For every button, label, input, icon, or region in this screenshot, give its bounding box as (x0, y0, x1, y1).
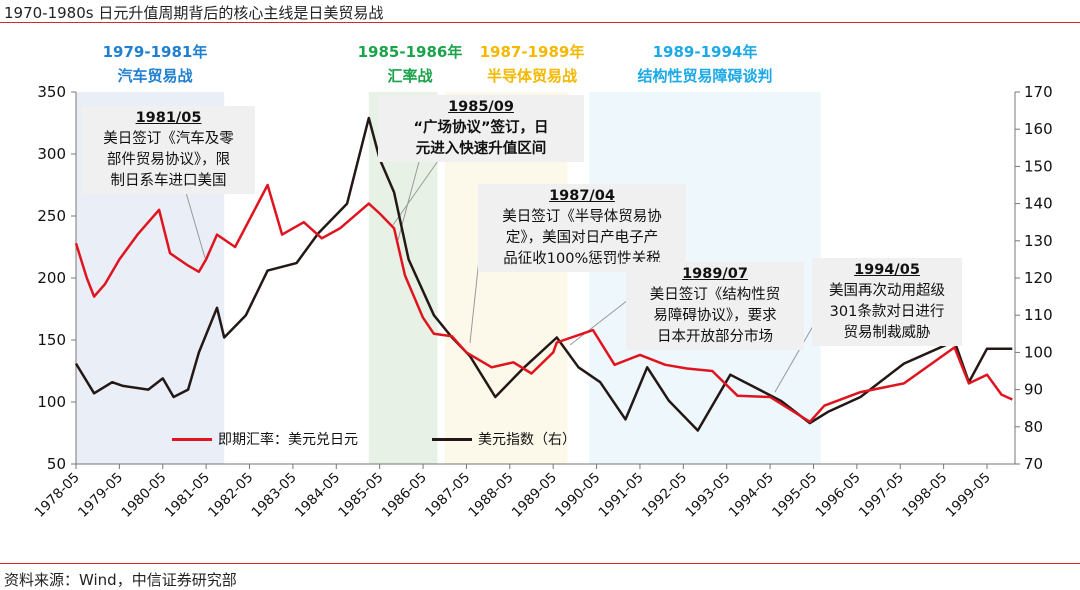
x-tick-label: 1982-05 (205, 470, 256, 521)
x-tick-label: 1992-05 (639, 470, 690, 521)
legend-dxy: 美元指数（右） (432, 429, 576, 449)
x-tick-label: 1980-05 (118, 470, 169, 521)
x-tick-label: 1987-05 (422, 470, 473, 521)
right-tick-label: 120 (1024, 269, 1053, 287)
legend-usdjpy: 即期汇率：美元兑日元 (172, 429, 358, 449)
left-tick-label: 50 (47, 455, 66, 473)
period-label-1: 1979-1981年 汽车贸易战 (102, 43, 208, 85)
right-tick-label: 90 (1024, 381, 1043, 399)
right-tick-label: 150 (1024, 157, 1053, 175)
annotation-1985: 1985/09 “广场协议”签订，日 元进入快速升值区间 (378, 95, 584, 162)
x-tick-label: 1979-05 (75, 470, 126, 521)
annotation-leader-line (569, 299, 629, 346)
right-tick-label: 100 (1024, 343, 1053, 361)
x-tick-label: 1997-05 (856, 470, 907, 521)
footer-divider (0, 563, 1080, 564)
right-tick-label: 170 (1024, 83, 1053, 101)
period-label-2: 1985-1986年 汇率战 (357, 43, 463, 85)
x-tick-label: 1981-05 (162, 470, 213, 521)
x-tick-label: 1983-05 (249, 470, 300, 521)
x-tick-label: 1991-05 (596, 470, 647, 521)
annotation-1994: 1994/05 美国再次动用超级 301条款对日进行 贸易制裁威胁 (812, 258, 962, 346)
x-tick-label: 1978-05 (32, 470, 83, 521)
left-tick-label: 250 (37, 207, 66, 225)
annotation-1987: 1987/04 美日签订《半导体贸易协 定》，美国对日产电子产 品征收100%惩罚性关… (478, 184, 686, 272)
x-tick-label: 1989-05 (509, 470, 560, 521)
right-tick-label: 140 (1024, 195, 1053, 213)
x-tick-label: 1984-05 (292, 470, 343, 521)
annotation-1989: 1989/07 美日签订《结构性贸 易障碍协议》，要求 日本开放部分市场 (626, 262, 804, 350)
chart-title: 1970-1980s 日元升值周期背后的核心主线是日美贸易战 (4, 4, 384, 22)
series-line-usdjpy (74, 183, 1013, 424)
annotation-1981: 1981/05 美日签订《汽车及零 部件贸易协议》，限 制日系车进口美国 (82, 106, 255, 194)
left-tick-label: 150 (37, 331, 66, 349)
x-tick-label: 1986-05 (379, 470, 430, 521)
period-label-4: 1989-1994年 结构性贸易障碍谈判 (637, 43, 773, 85)
right-tick-label: 130 (1024, 232, 1053, 250)
title-divider (0, 22, 1080, 23)
right-tick-label: 160 (1024, 120, 1053, 138)
x-tick-label: 1999-05 (943, 470, 994, 521)
legend-swatch-black (432, 437, 472, 441)
x-tick-label: 1994-05 (726, 470, 777, 521)
x-tick-label: 1998-05 (899, 470, 950, 521)
x-tick-label: 1988-05 (465, 470, 516, 521)
source-note: 资料来源：Wind，中信证券研究部 (4, 571, 237, 589)
x-tick-label: 1996-05 (812, 470, 863, 521)
x-tick-label: 1990-05 (552, 470, 603, 521)
right-tick-label: 70 (1024, 455, 1043, 473)
left-tick-label: 300 (37, 145, 66, 163)
x-tick-label: 1995-05 (769, 470, 820, 521)
period-label-3: 1987-1989年 半导体贸易战 (479, 43, 585, 85)
right-tick-label: 110 (1024, 306, 1053, 324)
annotation-leader-line (392, 157, 441, 226)
left-tick-label: 350 (37, 83, 66, 101)
left-tick-label: 200 (37, 269, 66, 287)
x-tick-label: 1993-05 (682, 470, 733, 521)
right-tick-label: 80 (1024, 418, 1043, 436)
legend-swatch-red (172, 437, 212, 441)
left-tick-label: 100 (37, 393, 66, 411)
x-tick-label: 1985-05 (335, 470, 386, 521)
